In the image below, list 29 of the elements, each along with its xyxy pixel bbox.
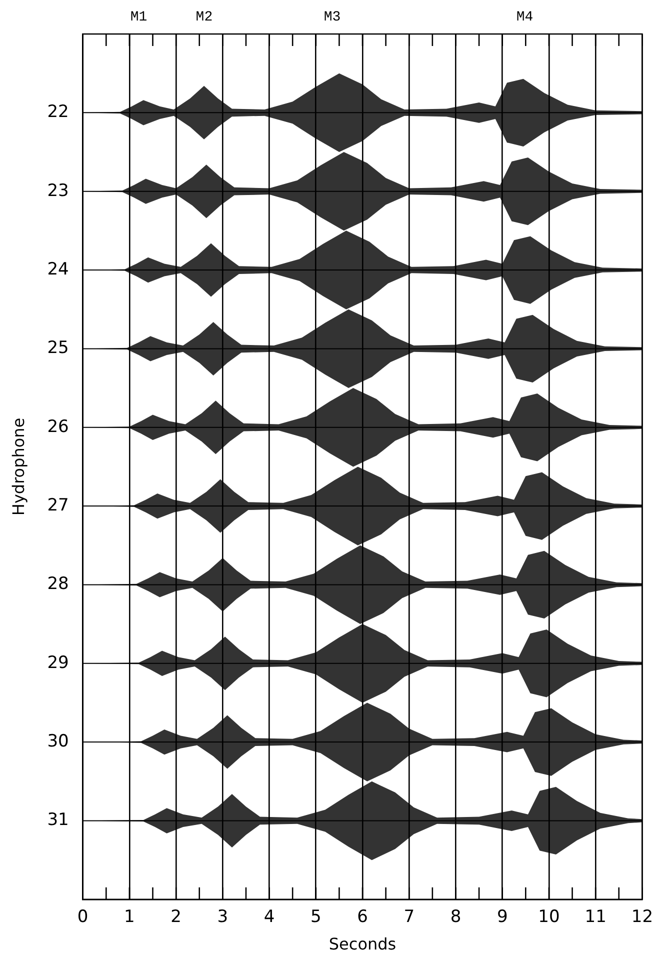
y-tick-label: 24 (47, 259, 69, 280)
y-tick-label: 28 (47, 574, 69, 594)
y-tick-label: 27 (47, 495, 69, 516)
x-tick-label: 6 (357, 907, 368, 928)
x-tick-label: 4 (264, 907, 275, 928)
text: M4 (516, 10, 534, 26)
x-axis-title: Seconds (328, 934, 396, 954)
x-tick-label: 5 (310, 907, 322, 928)
text: M2 (196, 10, 213, 26)
x-tick-label: 8 (450, 907, 462, 928)
y-tick-label: 30 (47, 731, 69, 752)
text: M1 (130, 10, 148, 26)
x-tick-label: 9 (496, 907, 508, 928)
x-tick-label: 7 (404, 907, 415, 928)
y-tick-label: 25 (47, 338, 69, 358)
x-tick-label: 3 (217, 907, 228, 928)
text: M3 (324, 10, 341, 26)
y-tick-label: 26 (47, 416, 69, 437)
x-tick-label: 12 (631, 907, 654, 928)
y-tick-label: 29 (47, 652, 69, 673)
y-axis-title: Hydrophone (8, 418, 28, 516)
x-tick-label: 11 (584, 907, 606, 928)
x-tick-label: 1 (124, 907, 135, 928)
y-tick-label: 31 (47, 810, 69, 830)
y-tick-label: 23 (47, 180, 69, 201)
y-tick-label: 22 (47, 102, 69, 122)
x-tick-label: 0 (77, 907, 88, 928)
x-tick-label: 10 (538, 907, 560, 928)
x-tick-label: 2 (170, 907, 182, 928)
